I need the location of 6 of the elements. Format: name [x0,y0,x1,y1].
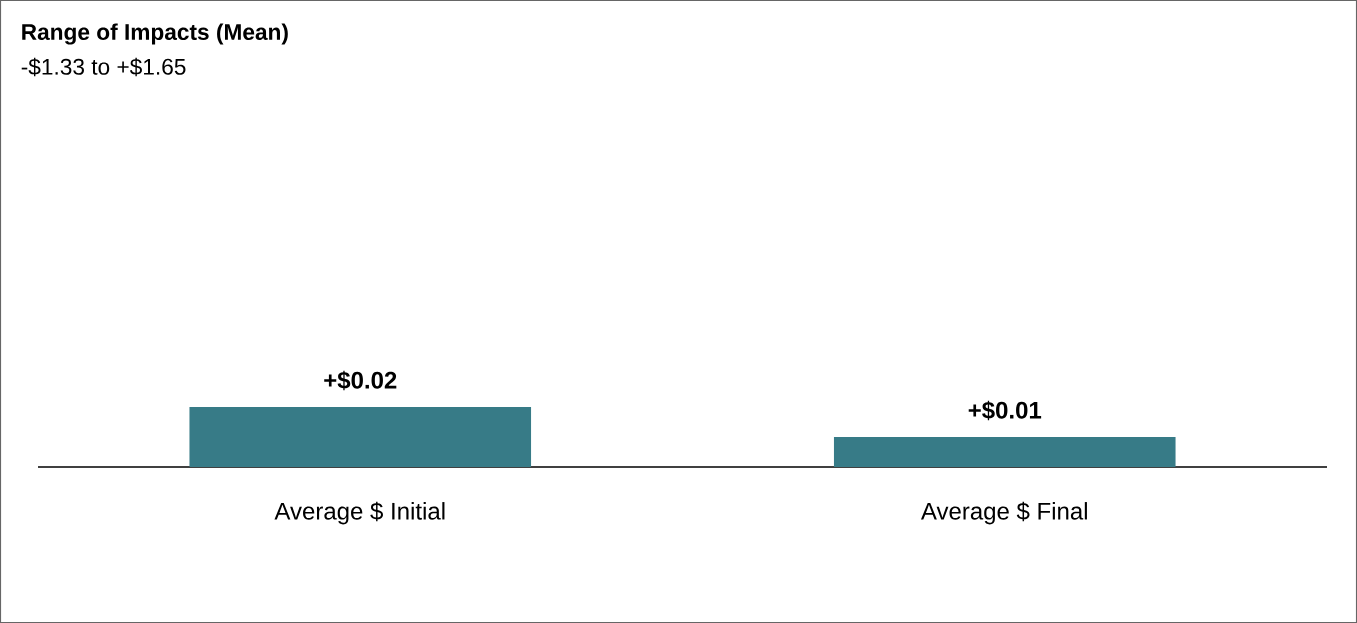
chart-subtitle: -$1.33 to +$1.65 [21,57,186,77]
data-label: +$0.02 [324,370,397,391]
chart-title: Range of Impacts (Mean) [22,23,288,45]
x-tick-label: Average $ Final [920,501,1087,525]
x-tick-label: Average $ Initial [274,501,445,525]
data-label: +$0.01 [968,400,1042,421]
